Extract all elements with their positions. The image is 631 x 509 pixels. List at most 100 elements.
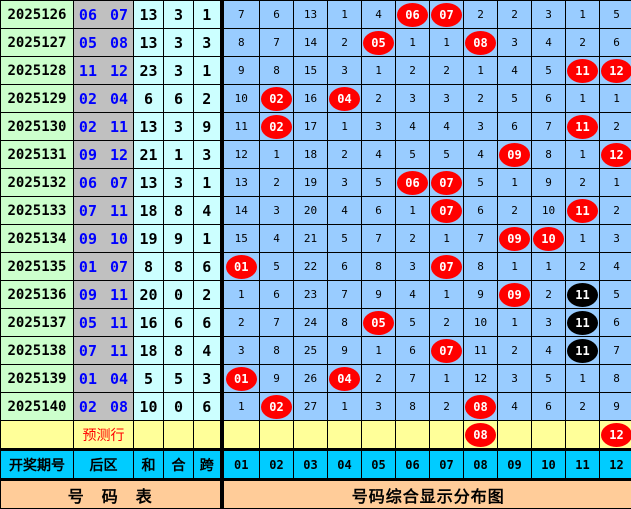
red-ball-icon: 12	[601, 59, 631, 83]
number-cell-08: 10	[464, 309, 498, 337]
number-cell-12: 4	[600, 253, 631, 281]
number-cell-03: 19	[294, 169, 328, 197]
period-cell: 2025137	[1, 309, 74, 337]
he-cell: 3	[164, 57, 194, 85]
number-cell-01: 3	[222, 337, 260, 365]
number-cell-05: 2	[362, 85, 396, 113]
number-cell-08: 08	[464, 29, 498, 57]
number-cell-05: 3	[362, 393, 396, 421]
number-cell-02: 6	[260, 281, 294, 309]
number-cell-05: 4	[362, 1, 396, 29]
number-cell-04: 4	[328, 197, 362, 225]
number-cell-03: 15	[294, 57, 328, 85]
back-cell: 01 07	[74, 253, 134, 281]
red-ball-icon: 11	[567, 115, 598, 139]
number-cell-08: 2	[464, 1, 498, 29]
number-cell-04: 2	[328, 29, 362, 57]
back-cell: 01 04	[74, 365, 134, 393]
number-cell-12: 1	[600, 169, 631, 197]
period-cell: 2025128	[1, 57, 74, 85]
kua-cell: 6	[194, 393, 222, 421]
number-cell-11: 1	[566, 365, 600, 393]
period-cell: 2025131	[1, 141, 74, 169]
header-number-01: 01	[222, 450, 260, 480]
number-cell-08: 2	[464, 85, 498, 113]
header-he: 合	[164, 450, 194, 480]
period-cell: 2025138	[1, 337, 74, 365]
number-cell-09: 1	[498, 309, 532, 337]
header-number-05: 05	[362, 450, 396, 480]
kua-cell: 2	[194, 281, 222, 309]
prediction-cell-03	[294, 421, 328, 450]
header-number-04: 04	[328, 450, 362, 480]
number-cell-01: 1	[222, 281, 260, 309]
number-cell-10: 4	[532, 29, 566, 57]
number-cell-08: 7	[464, 225, 498, 253]
back-cell: 09 10	[74, 225, 134, 253]
number-cell-01: 15	[222, 225, 260, 253]
number-cell-05: 6	[362, 197, 396, 225]
red-ball-icon: 07	[431, 339, 462, 363]
number-cell-07: 2	[430, 393, 464, 421]
number-cell-04: 6	[328, 253, 362, 281]
number-cell-07: 3	[430, 85, 464, 113]
red-ball-icon: 04	[329, 367, 360, 391]
number-cell-10: 5	[532, 57, 566, 85]
number-cell-02: 6	[260, 1, 294, 29]
number-cell-06: 06	[396, 169, 430, 197]
back-cell: 05 08	[74, 29, 134, 57]
number-cell-04: 04	[328, 85, 362, 113]
sum-cell: 16	[134, 309, 164, 337]
number-cell-04: 2	[328, 141, 362, 169]
kua-cell: 4	[194, 197, 222, 225]
number-cell-11: 2	[566, 253, 600, 281]
prediction-label: 预测行	[74, 421, 134, 450]
red-ball-icon: 02	[261, 115, 292, 139]
prediction-cell-07	[430, 421, 464, 450]
number-cell-11: 11	[566, 113, 600, 141]
red-ball-icon: 06	[397, 3, 428, 27]
number-cell-06: 4	[396, 281, 430, 309]
number-cell-02: 8	[260, 57, 294, 85]
sum-cell: 10	[134, 393, 164, 421]
number-cell-12: 6	[600, 29, 631, 57]
number-cell-12: 1	[600, 85, 631, 113]
red-ball-icon: 02	[261, 87, 292, 111]
number-cell-08: 4	[464, 141, 498, 169]
header-number-09: 09	[498, 450, 532, 480]
number-cell-06: 06	[396, 1, 430, 29]
number-cell-06: 5	[396, 309, 430, 337]
number-cell-04: 5	[328, 225, 362, 253]
prediction-period-cell	[1, 421, 74, 450]
prediction-cell-02	[260, 421, 294, 450]
number-cell-04: 3	[328, 57, 362, 85]
number-cell-06: 3	[396, 253, 430, 281]
number-cell-10: 10	[532, 197, 566, 225]
number-cell-09: 1	[498, 253, 532, 281]
number-cell-10: 10	[532, 225, 566, 253]
period-cell: 2025133	[1, 197, 74, 225]
number-cell-05: 9	[362, 281, 396, 309]
sum-cell: 19	[134, 225, 164, 253]
sum-cell: 13	[134, 169, 164, 197]
footer-row: 号 码 表 号码综合显示分布图	[1, 480, 631, 509]
red-ball-icon: 07	[431, 171, 462, 195]
number-cell-02: 02	[260, 393, 294, 421]
number-cell-05: 1	[362, 337, 396, 365]
he-cell: 8	[164, 253, 194, 281]
number-cell-08: 5	[464, 169, 498, 197]
number-cell-09: 4	[498, 393, 532, 421]
number-cell-06: 5	[396, 141, 430, 169]
number-cell-01: 12	[222, 141, 260, 169]
black-ball-icon: 11	[567, 283, 598, 307]
number-cell-07: 07	[430, 337, 464, 365]
kua-cell: 4	[194, 337, 222, 365]
number-cell-07: 2	[430, 57, 464, 85]
sum-cell: 13	[134, 29, 164, 57]
